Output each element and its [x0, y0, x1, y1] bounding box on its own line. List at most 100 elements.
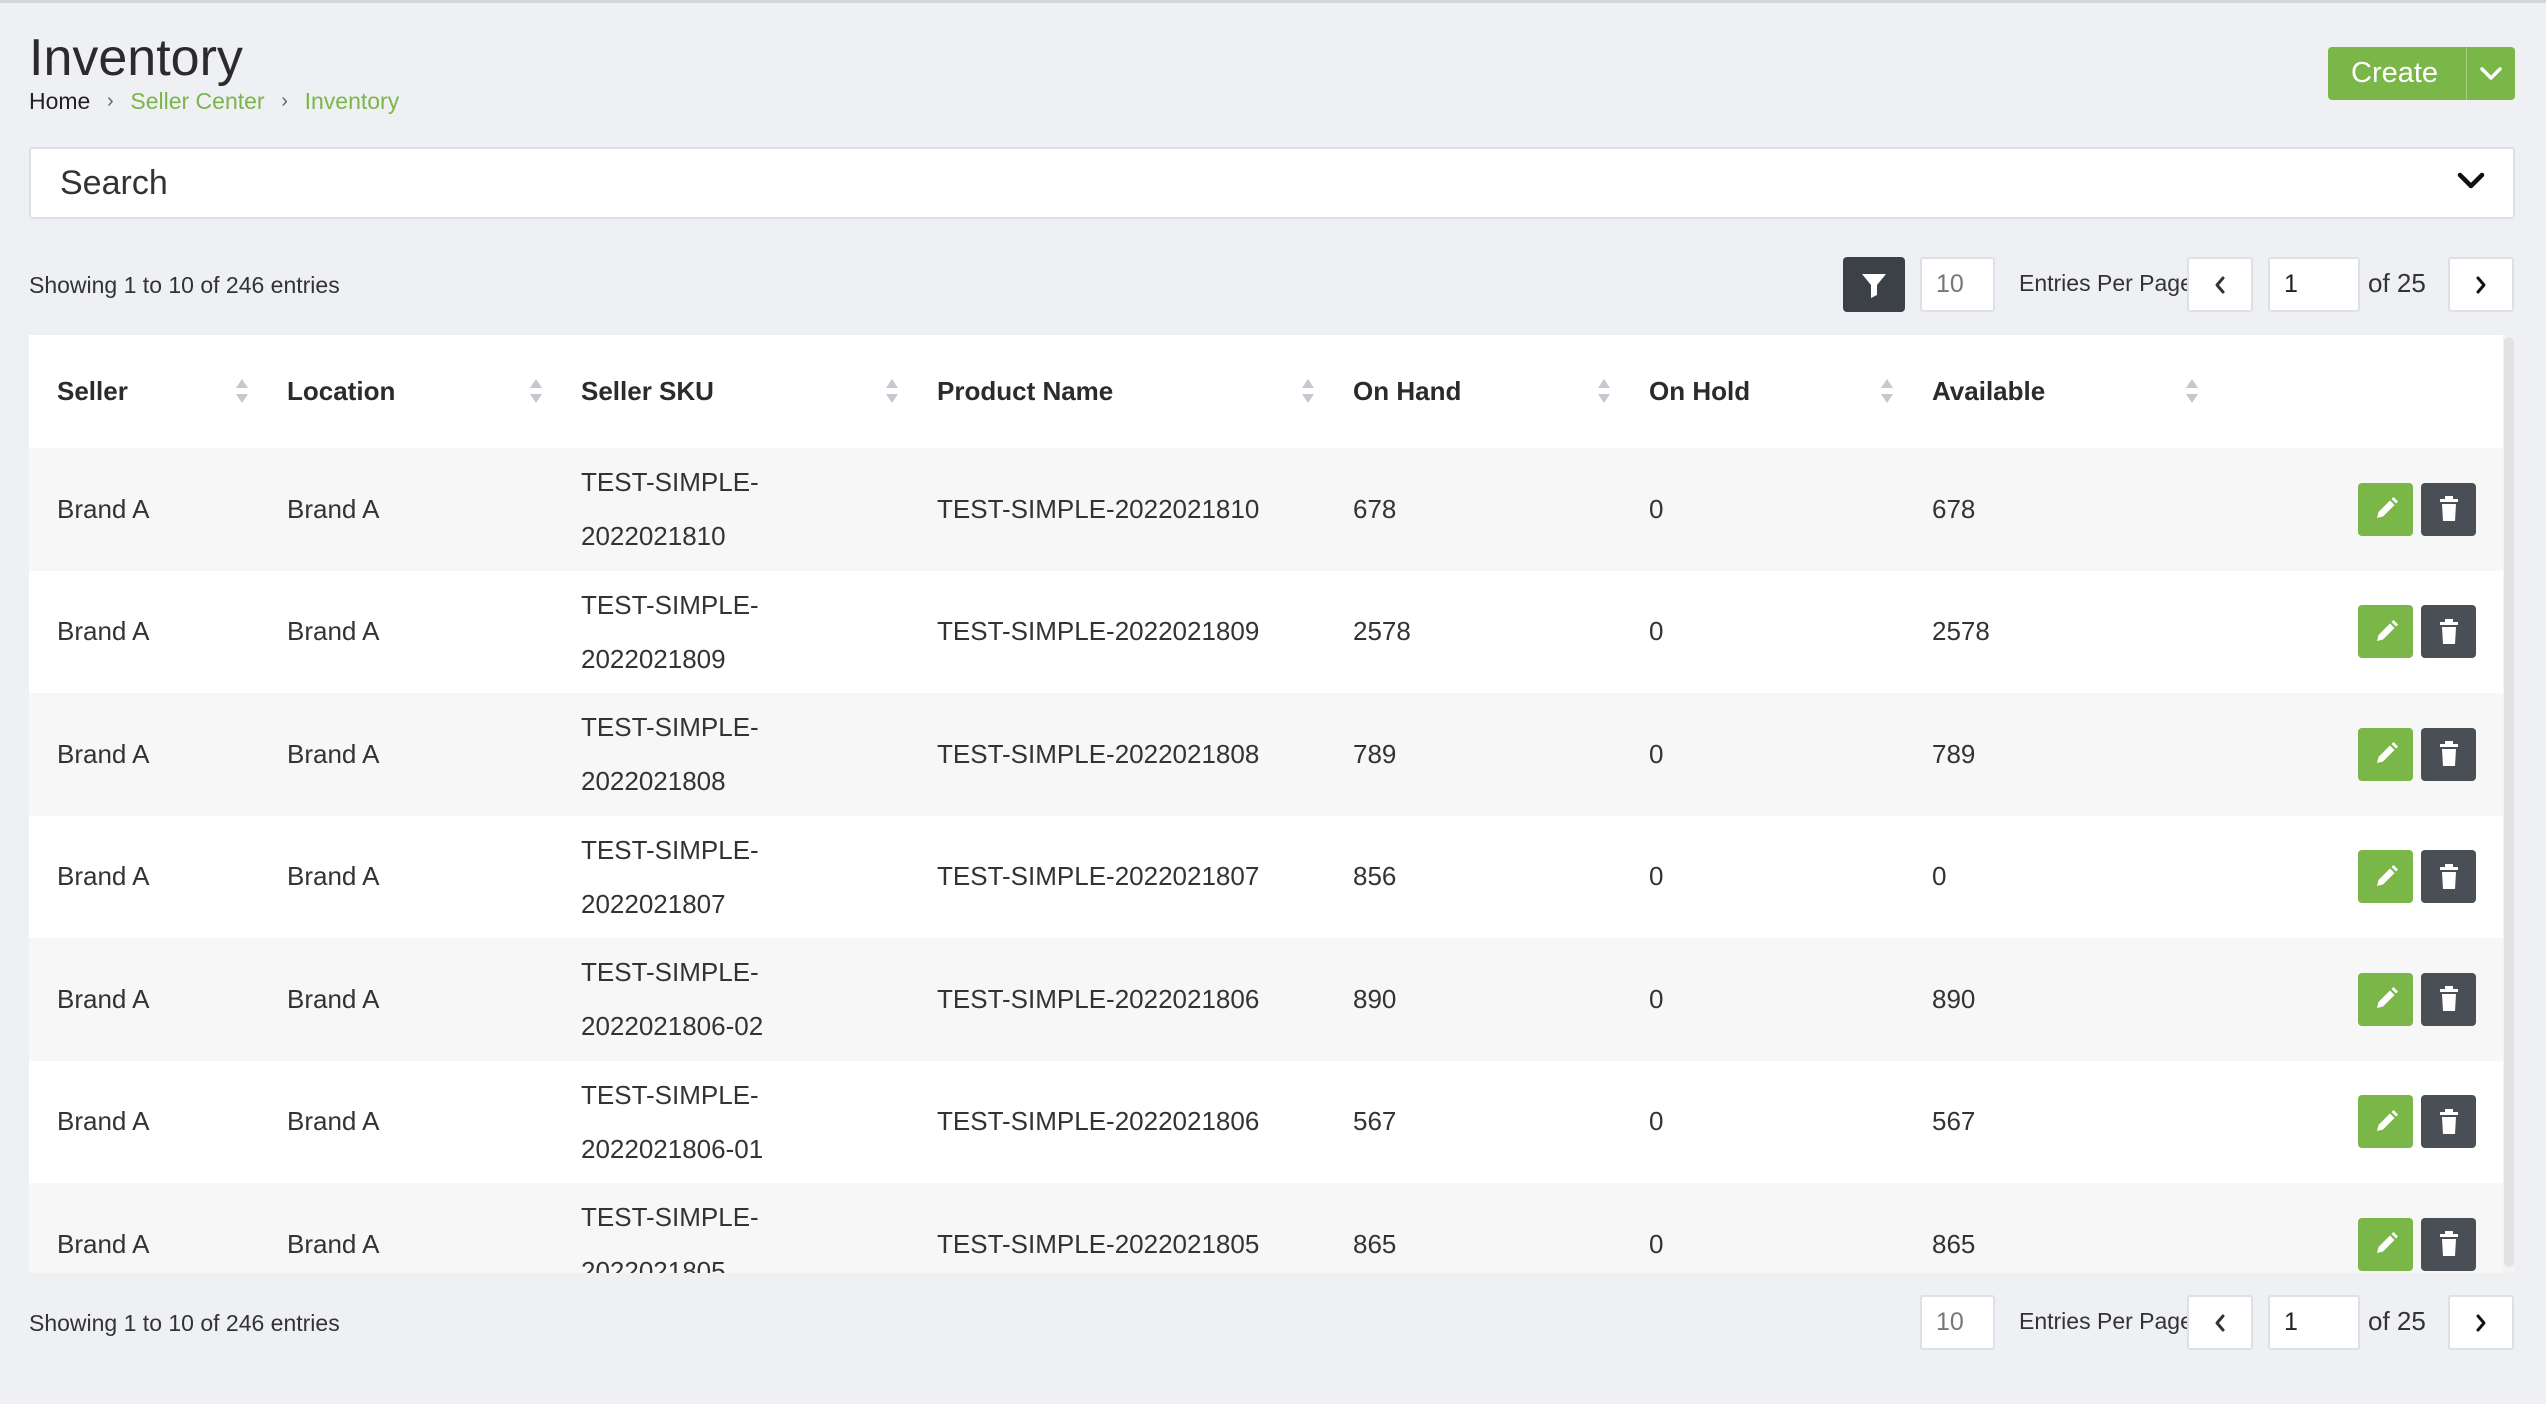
sku-line-1: TEST-SIMPLE-	[581, 957, 759, 988]
cell-actions	[2209, 938, 2503, 1061]
edit-button[interactable]	[2358, 850, 2413, 904]
breadcrumb-seller-center-link[interactable]: Seller Center	[130, 88, 265, 114]
sku-line-1: TEST-SIMPLE-	[581, 1202, 759, 1233]
cell-on-hand: 678	[1325, 448, 1621, 571]
cell-seller-sku: TEST-SIMPLE- 2022021806-02	[553, 938, 909, 1061]
column-header-actions	[2209, 335, 2503, 448]
entries-per-page-label-bottom: Entries Per Page	[2019, 1308, 2193, 1334]
breadcrumb-separator-icon: ›	[107, 90, 114, 112]
cell-available: 789	[1904, 693, 2209, 816]
column-header-seller[interactable]: Seller	[29, 335, 259, 448]
cell-on-hold: 0	[1621, 570, 1904, 693]
sort-icon[interactable]	[235, 377, 249, 405]
cell-location: Brand A	[259, 938, 553, 1061]
sort-icon[interactable]	[2185, 377, 2199, 405]
table-row: Brand A Brand A TEST-SIMPLE- 2022021806-02 T…	[29, 938, 2503, 1061]
edit-button[interactable]	[2358, 727, 2413, 781]
pencil-icon	[2372, 985, 2400, 1013]
edit-button[interactable]	[2358, 1217, 2413, 1271]
cell-product-name: TEST-SIMPLE-2022021810	[909, 448, 1325, 571]
row-actions	[2237, 1095, 2503, 1149]
sku-line-1: TEST-SIMPLE-	[581, 712, 759, 743]
create-button-divider	[2466, 47, 2467, 100]
pencil-icon	[2372, 618, 2400, 646]
filter-icon	[1862, 273, 1886, 298]
breadcrumb-separator-icon: ›	[281, 90, 288, 112]
cell-actions	[2209, 1183, 2503, 1273]
cell-seller: Brand A	[29, 815, 259, 938]
sort-icon[interactable]	[529, 377, 543, 405]
entries-per-page-input-bottom[interactable]	[1920, 1295, 1995, 1350]
trash-icon	[2437, 618, 2461, 646]
edit-button[interactable]	[2358, 482, 2413, 536]
column-header-location[interactable]: Location	[259, 335, 553, 448]
cell-actions	[2209, 448, 2503, 571]
sort-icon[interactable]	[1597, 377, 1611, 405]
cell-seller-sku: TEST-SIMPLE- 2022021810	[553, 448, 909, 571]
table-scrollbar[interactable]	[2503, 335, 2515, 1273]
cell-actions	[2209, 570, 2503, 693]
trash-icon	[2437, 1230, 2461, 1258]
table-row: Brand A Brand A TEST-SIMPLE- 2022021805 TEST…	[29, 1183, 2503, 1273]
next-page-button[interactable]	[2448, 257, 2514, 312]
edit-button[interactable]	[2358, 1095, 2413, 1149]
page-number-input-bottom[interactable]	[2268, 1295, 2360, 1350]
edit-button[interactable]	[2358, 605, 2413, 659]
create-button[interactable]: Create	[2328, 47, 2515, 100]
sort-icon[interactable]	[1880, 377, 1894, 405]
sort-icon[interactable]	[1301, 377, 1315, 405]
cell-on-hold: 0	[1621, 938, 1904, 1061]
delete-button[interactable]	[2421, 605, 2476, 659]
column-header-seller-sku[interactable]: Seller SKU	[553, 335, 909, 448]
entries-per-page-input[interactable]	[1920, 257, 1995, 312]
cell-available: 0	[1904, 815, 2209, 938]
chevron-left-icon	[2215, 1314, 2225, 1331]
search-panel-toggle[interactable]: Search	[29, 147, 2515, 219]
table-row: Brand A Brand A TEST-SIMPLE- 2022021809 TEST…	[29, 570, 2503, 693]
page-number-input[interactable]	[2268, 257, 2360, 312]
chevron-down-icon[interactable]	[2457, 172, 2485, 195]
cell-available: 890	[1904, 938, 2209, 1061]
column-header-on-hold[interactable]: On Hold	[1621, 335, 1904, 448]
create-button-label: Create	[2351, 57, 2439, 89]
table-row: Brand A Brand A TEST-SIMPLE- 2022021807 TEST…	[29, 815, 2503, 938]
column-header-on-hand[interactable]: On Hand	[1325, 335, 1621, 448]
inventory-table-body: Brand A Brand A TEST-SIMPLE- 2022021810 TEST…	[29, 448, 2503, 1273]
sku-line-1: TEST-SIMPLE-	[581, 1079, 759, 1110]
delete-button[interactable]	[2421, 1217, 2476, 1271]
column-header-available[interactable]: Available	[1904, 335, 2209, 448]
cell-on-hold: 0	[1621, 815, 1904, 938]
delete-button[interactable]	[2421, 850, 2476, 904]
entries-per-page-label: Entries Per Page	[2019, 270, 2193, 296]
cell-location: Brand A	[259, 815, 553, 938]
pencil-icon	[2372, 740, 2400, 768]
breadcrumb: Home › Seller Center › Inventory	[29, 86, 399, 116]
row-actions	[2237, 1217, 2503, 1271]
edit-button[interactable]	[2358, 972, 2413, 1026]
prev-page-button[interactable]	[2187, 257, 2253, 312]
delete-button[interactable]	[2421, 1095, 2476, 1149]
total-pages-label: of 25	[2368, 268, 2426, 298]
table-scrollbar-thumb[interactable]	[2504, 337, 2514, 1267]
column-header-product-name[interactable]: Product Name	[909, 335, 1325, 448]
filter-button[interactable]	[1843, 257, 1905, 312]
prev-page-button-bottom[interactable]	[2187, 1295, 2253, 1350]
chevron-down-icon[interactable]	[2467, 66, 2515, 82]
cell-available: 865	[1904, 1183, 2209, 1273]
cell-on-hand: 2578	[1325, 570, 1621, 693]
breadcrumb-home-link[interactable]: Home	[29, 88, 91, 114]
inventory-table: Seller Location Seller SKU Product Name …	[29, 335, 2503, 1273]
breadcrumb-inventory-link[interactable]: Inventory	[304, 88, 400, 114]
cell-product-name: TEST-SIMPLE-2022021808	[909, 693, 1325, 816]
delete-button[interactable]	[2421, 727, 2476, 781]
row-actions	[2237, 850, 2503, 904]
cell-on-hand: 890	[1325, 938, 1621, 1061]
cell-seller: Brand A	[29, 448, 259, 571]
cell-on-hold: 0	[1621, 448, 1904, 571]
sort-icon[interactable]	[885, 377, 899, 405]
cell-product-name: TEST-SIMPLE-2022021806	[909, 1060, 1325, 1183]
delete-button[interactable]	[2421, 482, 2476, 536]
next-page-button-bottom[interactable]	[2448, 1295, 2514, 1350]
cell-actions	[2209, 1060, 2503, 1183]
delete-button[interactable]	[2421, 972, 2476, 1026]
